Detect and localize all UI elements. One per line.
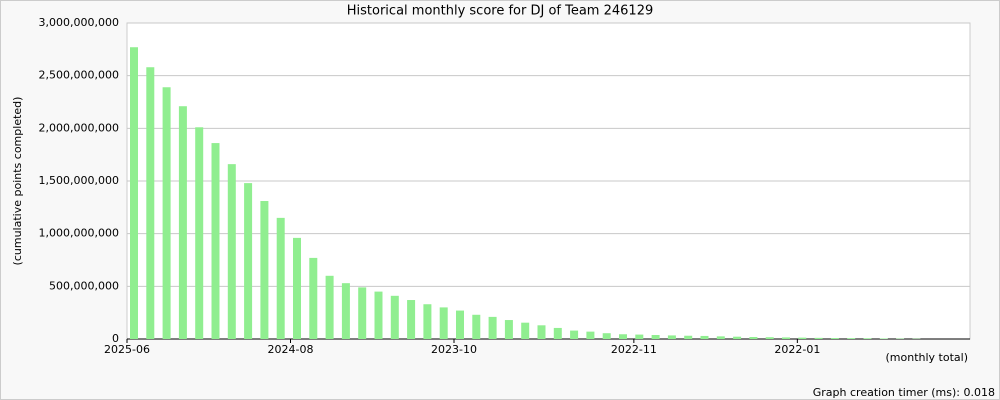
x-tick-label: 2024-08 (268, 343, 314, 356)
y-tick-label: 2,500,000,000 (39, 69, 119, 82)
bar (847, 338, 856, 339)
bar (863, 338, 872, 339)
bar (390, 295, 399, 339)
bar (488, 316, 497, 339)
bar (700, 335, 709, 339)
y-tick-label: 3,000,000,000 (39, 16, 119, 29)
bar (619, 334, 627, 339)
bar (162, 87, 171, 340)
bar (276, 217, 285, 339)
bar (130, 47, 138, 340)
bar (504, 320, 513, 339)
bar (716, 336, 725, 339)
bar (635, 334, 644, 339)
y-tick-label: 0 (112, 332, 119, 345)
bar (602, 333, 611, 339)
bar (407, 300, 416, 339)
bar (472, 314, 481, 339)
bar (749, 336, 758, 339)
x-tick-label: 2025-06 (104, 343, 150, 356)
x-tick-label: 2023-10 (431, 343, 477, 356)
bar (684, 335, 693, 339)
bar (423, 304, 432, 339)
x-tick-label: 2022-01 (774, 343, 820, 356)
bar (374, 291, 383, 339)
bar (341, 283, 350, 339)
bar (260, 201, 269, 339)
bar (586, 331, 595, 339)
y-tick-label: 1,000,000,000 (39, 227, 119, 240)
bar (733, 336, 742, 339)
bar (456, 310, 464, 339)
chart-title: Historical monthly score for DJ of Team … (347, 4, 653, 19)
bar (195, 127, 204, 339)
bar (570, 330, 579, 339)
bar (211, 143, 220, 339)
x-tick-label: 2022-11 (611, 343, 657, 356)
bar (651, 334, 660, 339)
bar (439, 307, 448, 339)
bar (765, 337, 774, 339)
bar (879, 338, 888, 339)
bar (358, 287, 367, 339)
y-axis-title: (cumulative points completed) (11, 97, 24, 266)
bar (325, 275, 334, 339)
y-tick-label: 2,000,000,000 (39, 121, 119, 134)
bar (798, 337, 807, 339)
bar (309, 257, 318, 339)
bar (227, 164, 236, 339)
bar (782, 337, 790, 339)
bar (178, 106, 187, 339)
bar (146, 67, 155, 340)
x-axis-title: (monthly total) (886, 351, 969, 364)
bar (521, 322, 530, 339)
bar (537, 325, 546, 339)
footer: Graph creation timer (ms): 0.018 (813, 386, 995, 399)
bar (293, 237, 301, 339)
y-tick-label: 500,000,000 (49, 279, 119, 292)
bar (244, 183, 253, 339)
bar (830, 338, 839, 339)
y-tick-label: 1,500,000,000 (39, 174, 119, 187)
bar (667, 335, 676, 339)
bar (553, 327, 562, 339)
bar (814, 337, 823, 339)
